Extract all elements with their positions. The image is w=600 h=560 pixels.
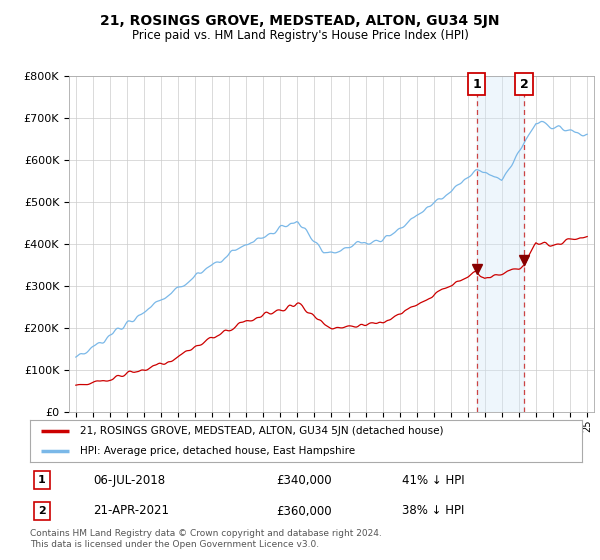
Text: £360,000: £360,000: [276, 505, 332, 517]
Text: 41% ↓ HPI: 41% ↓ HPI: [402, 474, 464, 487]
Text: Price paid vs. HM Land Registry's House Price Index (HPI): Price paid vs. HM Land Registry's House …: [131, 29, 469, 42]
Text: 06-JUL-2018: 06-JUL-2018: [93, 474, 165, 487]
Text: £340,000: £340,000: [276, 474, 332, 487]
Text: 21, ROSINGS GROVE, MEDSTEAD, ALTON, GU34 5JN: 21, ROSINGS GROVE, MEDSTEAD, ALTON, GU34…: [100, 14, 500, 28]
Text: 1: 1: [472, 77, 481, 91]
Text: HPI: Average price, detached house, East Hampshire: HPI: Average price, detached house, East…: [80, 446, 355, 456]
Text: 2: 2: [520, 77, 529, 91]
Text: 38% ↓ HPI: 38% ↓ HPI: [402, 505, 464, 517]
Text: 2: 2: [38, 506, 46, 516]
Text: 1: 1: [38, 475, 46, 485]
Text: 21-APR-2021: 21-APR-2021: [93, 505, 169, 517]
Text: 21, ROSINGS GROVE, MEDSTEAD, ALTON, GU34 5JN (detached house): 21, ROSINGS GROVE, MEDSTEAD, ALTON, GU34…: [80, 426, 443, 436]
Text: Contains HM Land Registry data © Crown copyright and database right 2024.
This d: Contains HM Land Registry data © Crown c…: [30, 529, 382, 549]
Bar: [476, 76, 524, 412]
